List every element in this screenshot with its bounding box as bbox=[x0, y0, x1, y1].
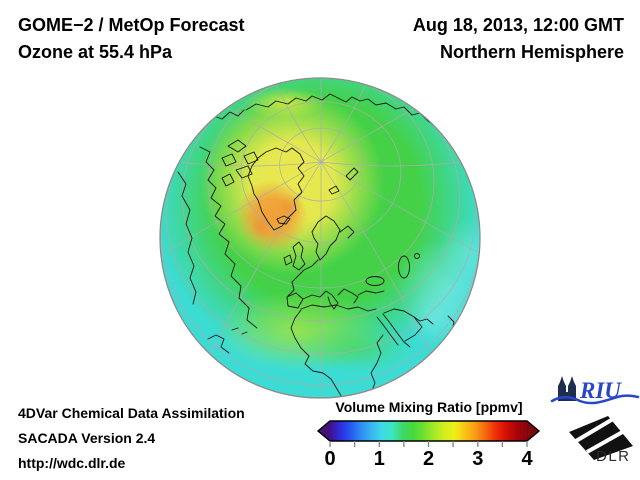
dlr-logo-text: DLR bbox=[596, 448, 631, 465]
product-title-line2: Ozone at 55.4 hPa bbox=[18, 42, 173, 62]
dlr-logo-icon bbox=[569, 416, 633, 460]
riu-wave-icon bbox=[550, 394, 640, 405]
tick-label-0: 0 bbox=[324, 448, 335, 470]
dlr-logo: DLR bbox=[569, 416, 633, 465]
ozone-field bbox=[160, 78, 480, 398]
riu-logo: RIU bbox=[550, 376, 640, 405]
region-label: Northern Hemisphere bbox=[439, 42, 624, 62]
credits-line1: 4DVar Chemical Data Assimilation bbox=[18, 405, 245, 421]
product-title: GOME−2 / MetOp Forecast Ozone at 55.4 hP… bbox=[18, 12, 245, 66]
tick-label-1: 1 bbox=[374, 448, 385, 470]
tick-label-3: 3 bbox=[472, 448, 483, 470]
riu-logo-text: RIU bbox=[579, 378, 622, 403]
globe-map bbox=[159, 77, 481, 399]
tick-label-4: 4 bbox=[521, 448, 533, 470]
colorbar-title: Volume Mixing Ratio [ppmv] bbox=[335, 399, 523, 415]
colorbar-gradient-bar bbox=[330, 421, 527, 441]
product-title-line1: GOME−2 / MetOp Forecast bbox=[18, 15, 245, 35]
colorbar-tick-labels: 0 1 2 3 4 bbox=[324, 448, 533, 470]
colorbar: 0 1 2 3 4 bbox=[316, 420, 541, 470]
colorbar-ticks bbox=[329, 441, 528, 447]
tick-label-2: 2 bbox=[423, 448, 434, 470]
credits-line2: SACADA Version 2.4 bbox=[18, 430, 156, 446]
colorbar-left-arrow bbox=[318, 421, 330, 441]
credits-block: 4DVar Chemical Data Assimilation SACADA … bbox=[18, 401, 245, 476]
datetime-region-header: Aug 18, 2013, 12:00 GMT Northern Hemisph… bbox=[413, 12, 624, 66]
datetime-label: Aug 18, 2013, 12:00 GMT bbox=[412, 15, 624, 35]
credits-line3: http://wdc.dlr.de bbox=[18, 455, 126, 471]
globe-limb-outline bbox=[159, 77, 481, 399]
colorbar-right-arrow bbox=[527, 421, 539, 441]
coastlines bbox=[177, 93, 455, 398]
